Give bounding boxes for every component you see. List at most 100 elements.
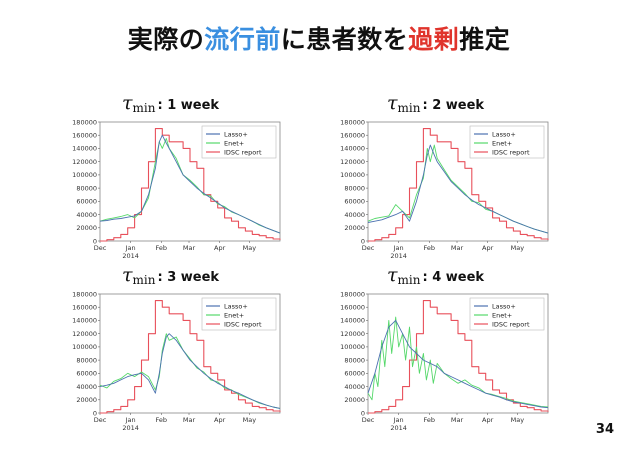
panel-4-label: τmin: 4 week [387,264,485,287]
legend-label: Enet+ [492,311,512,319]
series-line-idsc-report [100,128,281,242]
y-tick-label: 120000 [340,158,365,166]
page-number: 34 [595,422,614,437]
panel-1-label-text: : 1 week [157,98,220,113]
tau-subscript: min [397,101,421,115]
legend-label: IDSC report [492,148,530,156]
series-line-idsc-report [368,300,549,414]
legend-box [469,125,545,159]
legend-label: Lasso+ [492,302,516,310]
series-line-enet [367,316,549,408]
y-tick-label: 100000 [72,171,97,179]
y-tick-label: 120000 [72,330,97,338]
y-tick-label: 100000 [340,343,365,351]
y-tick-label: 60000 [344,198,365,206]
x-tick-label: Dec [94,416,107,424]
legend-label: Lasso+ [224,302,248,310]
x-tick-label: 2014 [390,252,407,260]
series-line-idsc-report [368,128,549,242]
y-tick-label: 80000 [344,356,365,364]
series-line-lasso [367,319,549,409]
y-tick-label: 0 [361,237,365,245]
x-tick-label: May [511,416,525,424]
x-tick-label: Jan [125,244,136,252]
tau-subscript: min [132,101,156,115]
y-tick-label: 60000 [76,198,97,206]
y-tick-label: 140000 [340,145,365,153]
y-tick-label: 160000 [72,132,97,140]
x-tick-label: Apr [214,416,226,424]
y-tick-label: 20000 [344,224,365,232]
y-tick-label: 0 [93,409,97,417]
series-line-lasso [99,134,281,234]
x-tick-label: Apr [214,244,226,252]
chart-panel-4: 0 20000 40000 60000 80000 100000 120000 140000 1… [340,290,549,432]
y-tick-label: 160000 [340,132,365,140]
chart-panel-1: 0 20000 40000 60000 80000 100000 120000 140000 1… [72,118,281,260]
y-tick-label: 80000 [344,184,365,192]
x-tick-label: Mar [451,416,464,424]
y-tick-label: 20000 [76,396,97,404]
x-tick-label: May [243,416,257,424]
legend-box [469,297,545,331]
series-line-lasso [99,333,281,409]
x-tick-label: Apr [482,244,494,252]
x-tick-label: 2014 [122,424,139,432]
y-tick-label: 120000 [340,330,365,338]
x-tick-label: Apr [482,416,494,424]
legend-label: IDSC report [224,320,262,328]
title-part-4-highlight: 過剰 [408,25,460,54]
y-tick-label: 0 [93,237,97,245]
tau-symbol: τ [387,92,398,114]
slide-title: 実際の流行前に患者数を過剰推定 [0,20,638,56]
chart-panel-2: 0 20000 40000 60000 80000 100000 120000 140000 1… [340,118,549,260]
legend-label: Enet+ [224,139,244,147]
x-tick-label: Jan [393,416,404,424]
y-tick-label: 160000 [340,304,365,312]
y-tick-label: 80000 [76,184,97,192]
y-tick-label: 60000 [76,370,97,378]
legend-label: IDSC report [492,320,530,328]
legend-label: Lasso+ [224,130,248,138]
tau-symbol: τ [122,92,133,114]
y-tick-label: 140000 [72,145,97,153]
panel-1-label: τmin: 1 week [122,92,220,115]
y-tick-label: 0 [361,409,365,417]
title-part-2-highlight: 流行前 [204,25,281,54]
y-tick-label: 100000 [72,343,97,351]
series-line-lasso [367,144,549,234]
y-tick-label: 40000 [76,211,97,219]
y-tick-label: 20000 [344,396,365,404]
panel-3-label: τmin: 3 week [122,264,219,287]
title-part-5: 推定 [459,25,511,54]
chart-panel-3: 0 20000 40000 60000 80000 100000 120000 140000 1… [72,290,281,432]
title-part-3: に患者数を [280,25,409,54]
x-tick-label: Feb [424,416,436,424]
y-tick-label: 20000 [76,224,97,232]
legend-box [201,125,277,159]
x-tick-label: 2014 [122,252,139,260]
legend-label: Enet+ [224,311,244,319]
y-tick-label: 140000 [72,317,97,325]
y-tick-label: 180000 [340,290,365,298]
y-tick-label: 40000 [76,383,97,391]
x-tick-label: Mar [183,244,196,252]
y-tick-label: 180000 [340,118,365,126]
y-tick-label: 180000 [72,290,97,298]
x-tick-label: May [243,244,257,252]
x-tick-label: Dec [362,244,375,252]
panel-4-label-text: : 4 week [422,270,485,285]
y-tick-label: 160000 [72,304,97,312]
x-tick-label: Mar [183,416,196,424]
tau-symbol: τ [387,264,398,286]
panel-2-label-text: : 2 week [422,98,485,113]
legend-box [201,297,277,331]
x-tick-label: May [511,244,525,252]
x-tick-label: Jan [393,244,404,252]
legend-label: IDSC report [224,148,262,156]
tau-subscript: min [132,273,156,287]
x-tick-label: 2014 [390,424,407,432]
y-tick-label: 40000 [344,211,365,219]
tau-subscript: min [397,273,421,287]
x-tick-label: Feb [156,244,168,252]
